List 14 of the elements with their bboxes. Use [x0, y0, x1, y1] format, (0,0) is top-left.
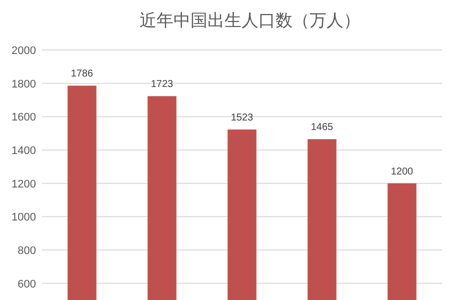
y-tick-label: 1800 [12, 78, 36, 90]
data-label: 1465 [310, 122, 334, 134]
y-tick-label: 1600 [12, 112, 36, 124]
y-tick-label: 2000 [12, 45, 36, 57]
y-tick-label: 800 [18, 245, 36, 257]
y-tick-label: 1200 [12, 178, 36, 190]
data-label: 1723 [150, 79, 174, 90]
data-label: 1200 [390, 166, 414, 178]
y-tick-label: 600 [18, 278, 36, 290]
data-label: 1786 [70, 68, 94, 80]
data-label: 1523 [230, 112, 254, 124]
y-tick-label: 1000 [12, 212, 36, 224]
chart-title: 近年中国出生人口数（万人） [140, 11, 360, 30]
y-tick-label: 1400 [12, 145, 36, 157]
